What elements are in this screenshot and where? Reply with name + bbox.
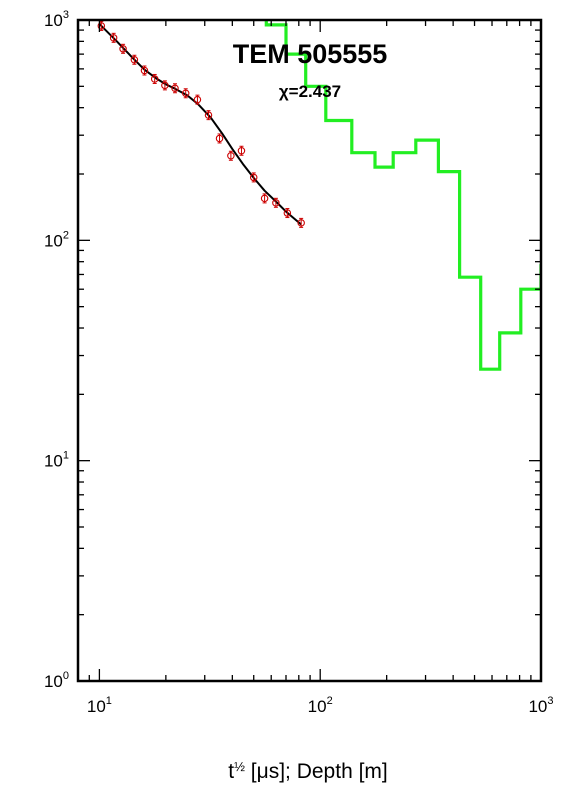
observed-data-point	[249, 172, 258, 183]
observed-data-point	[150, 73, 159, 84]
resistivity-model-line	[264, 20, 541, 371]
x-tick-label: 103	[528, 695, 553, 716]
observed-data-point	[237, 145, 246, 156]
x-axis-label-rest: [μs]; Depth [m]	[245, 760, 388, 783]
plot-frame	[76, 18, 543, 683]
observed-data-point	[215, 133, 224, 144]
series-layer	[97, 20, 541, 371]
y-tick-label: 101	[44, 450, 69, 471]
observed-data-point	[260, 193, 269, 204]
observed-data-point	[119, 43, 127, 54]
x-tick-label: 102	[308, 695, 333, 716]
y-tick-label: 100	[44, 670, 69, 691]
chart-title: TEM 505555	[233, 39, 388, 69]
y-tick-label: 103	[44, 9, 69, 30]
observed-data-point	[109, 32, 118, 43]
x-axis-label-t: t	[228, 760, 234, 783]
x-axis-label-half: ½	[234, 759, 245, 774]
observed-data-point	[140, 65, 149, 76]
x-axis-label: t½ [μs]; Depth [m]	[228, 759, 388, 784]
observed-data-point	[227, 150, 235, 161]
observed-data-point	[193, 94, 202, 105]
x-tick-label: 101	[87, 695, 112, 716]
observed-data-point	[297, 217, 305, 228]
observed-data-point	[171, 83, 179, 94]
observed-data-point	[204, 110, 213, 121]
ticks-layer	[77, 19, 542, 682]
observed-data-point	[272, 197, 280, 208]
observed-data-point	[181, 88, 190, 99]
observed-data-point	[161, 80, 169, 91]
observed-data-point	[283, 208, 292, 219]
y-tick-label: 102	[44, 229, 69, 250]
observed-data-point	[130, 54, 139, 65]
chart-subtitle: χ=2.437	[279, 82, 341, 101]
labels-layer: TEM 505555 χ=2.437 t½ [μs]; Depth [m] 10…	[44, 9, 554, 783]
